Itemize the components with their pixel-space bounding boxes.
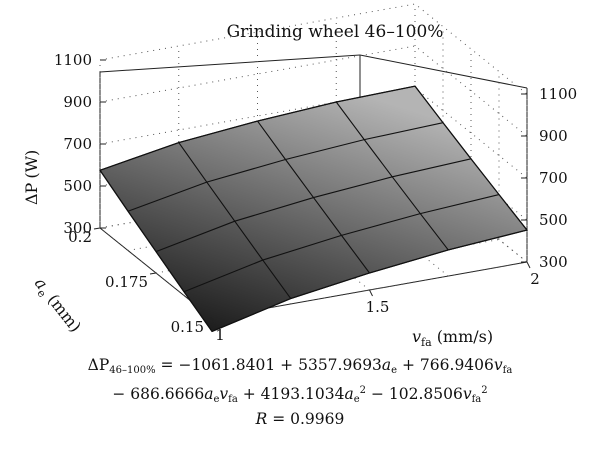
z-tick-label-left-2: 700 xyxy=(63,135,92,153)
z-tick-label-left-1: 500 xyxy=(63,177,92,195)
y-tick-mark-0 xyxy=(205,317,213,320)
z-tick-label-left-3: 900 xyxy=(63,93,92,111)
r-value: R = 0.9969 xyxy=(255,410,345,428)
surface-mesh-x-0 xyxy=(99,169,213,332)
surface-fill xyxy=(99,85,529,333)
x-tick-mark-2 xyxy=(526,261,531,269)
chart-title: Grinding wheel 46–100% xyxy=(227,22,444,42)
equation-line-2: − 686.6666aevfa + 4193.1034ae2 − 102.850… xyxy=(112,385,488,405)
x-axis-label: vfa (mm/s) xyxy=(412,327,493,349)
y-tick-label-2: 0.2 xyxy=(68,228,92,246)
z-ticks-left: 300 500 700 900 1100 xyxy=(54,51,106,237)
x-tick-mark-1 xyxy=(369,289,373,297)
x-tick-mark-0 xyxy=(211,317,216,325)
surface-mesh-x-4 xyxy=(414,85,528,231)
z-axis-label: ΔP(W) xyxy=(22,150,41,205)
y-axis-label: ae(mm) xyxy=(28,274,85,338)
equation-line-1: ΔP46–100% = −1061.8401 + 5357.9693ae + 7… xyxy=(87,356,513,376)
z-tick-label-right-1: 500 xyxy=(539,211,568,229)
surface-mesh-x-2 xyxy=(257,120,370,274)
z-tick-label-right-0: 300 xyxy=(539,253,568,271)
y-tick-mark-2 xyxy=(93,227,101,230)
z-tick-label-right-2: 700 xyxy=(539,169,568,187)
x-ticks: 11.52 xyxy=(211,261,540,344)
back-top-right-edge xyxy=(359,54,528,89)
y-tick-label-0: 0.15 xyxy=(171,318,204,336)
surface-mesh-x-3 xyxy=(335,101,449,251)
y-tick-mark-1 xyxy=(149,272,157,275)
y-tick-label-1: 0.175 xyxy=(105,273,148,291)
x-tick-label-1: 1.5 xyxy=(366,298,390,316)
y-ticks: 0.15 0.175 0.2 xyxy=(68,227,213,336)
z-tick-label-left-0: 300 xyxy=(63,219,92,237)
z-tick-label-right-4: 1100 xyxy=(539,85,577,103)
response-surface xyxy=(99,85,529,333)
surface-mesh-x-1 xyxy=(178,142,292,299)
z-tick-label-left-4: 1100 xyxy=(54,51,92,69)
x-tick-label-0: 1 xyxy=(215,326,225,344)
grid-z-level-4 xyxy=(99,3,528,95)
x-tick-label-2: 2 xyxy=(530,270,540,288)
z-ticks-right: 300 500 700 900 1100 xyxy=(521,85,577,271)
z-tick-label-right-3: 900 xyxy=(539,127,568,145)
back-top-left-edge xyxy=(99,54,361,73)
